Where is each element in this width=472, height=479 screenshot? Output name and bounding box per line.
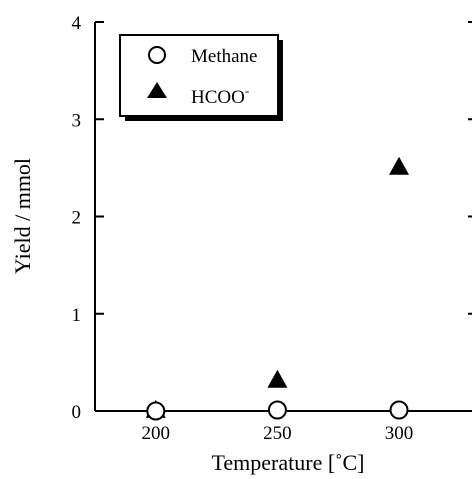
legend-box [119, 34, 279, 117]
data-point-methane [267, 400, 287, 420]
legend-label-hcoo: HCOO- [191, 83, 249, 108]
legend: Methane HCOO- [119, 34, 283, 121]
legend-label-hcoo-superscript: - [245, 83, 249, 98]
x-tick-label: 250 [263, 423, 292, 444]
data-point-methane [146, 401, 166, 421]
data-point-hcoo [267, 369, 288, 388]
x-tick-label: 200 [142, 423, 171, 444]
y-tick-label: 0 [72, 402, 82, 423]
legend-label-hcoo-base: HCOO [191, 87, 245, 108]
y-tick-label: 4 [72, 13, 82, 34]
data-markers [145, 156, 410, 421]
data-point-hcoo [389, 156, 410, 175]
tick-labels: 0 1 2 3 4 200 250 300 [72, 13, 414, 444]
y-tick-label: 1 [72, 305, 82, 326]
x-tick-label: 300 [385, 423, 414, 444]
y-tick-label: 3 [72, 110, 82, 131]
y-axis-label: Yield / mmol [10, 158, 35, 274]
x-axis-label: Temperature [˚C] [212, 450, 365, 475]
legend-marker-hcoo [147, 82, 167, 98]
legend-marker-methane [148, 46, 166, 64]
legend-label-methane: Methane [191, 46, 257, 67]
data-point-methane [389, 400, 409, 420]
y-tick-label: 2 [72, 208, 82, 229]
